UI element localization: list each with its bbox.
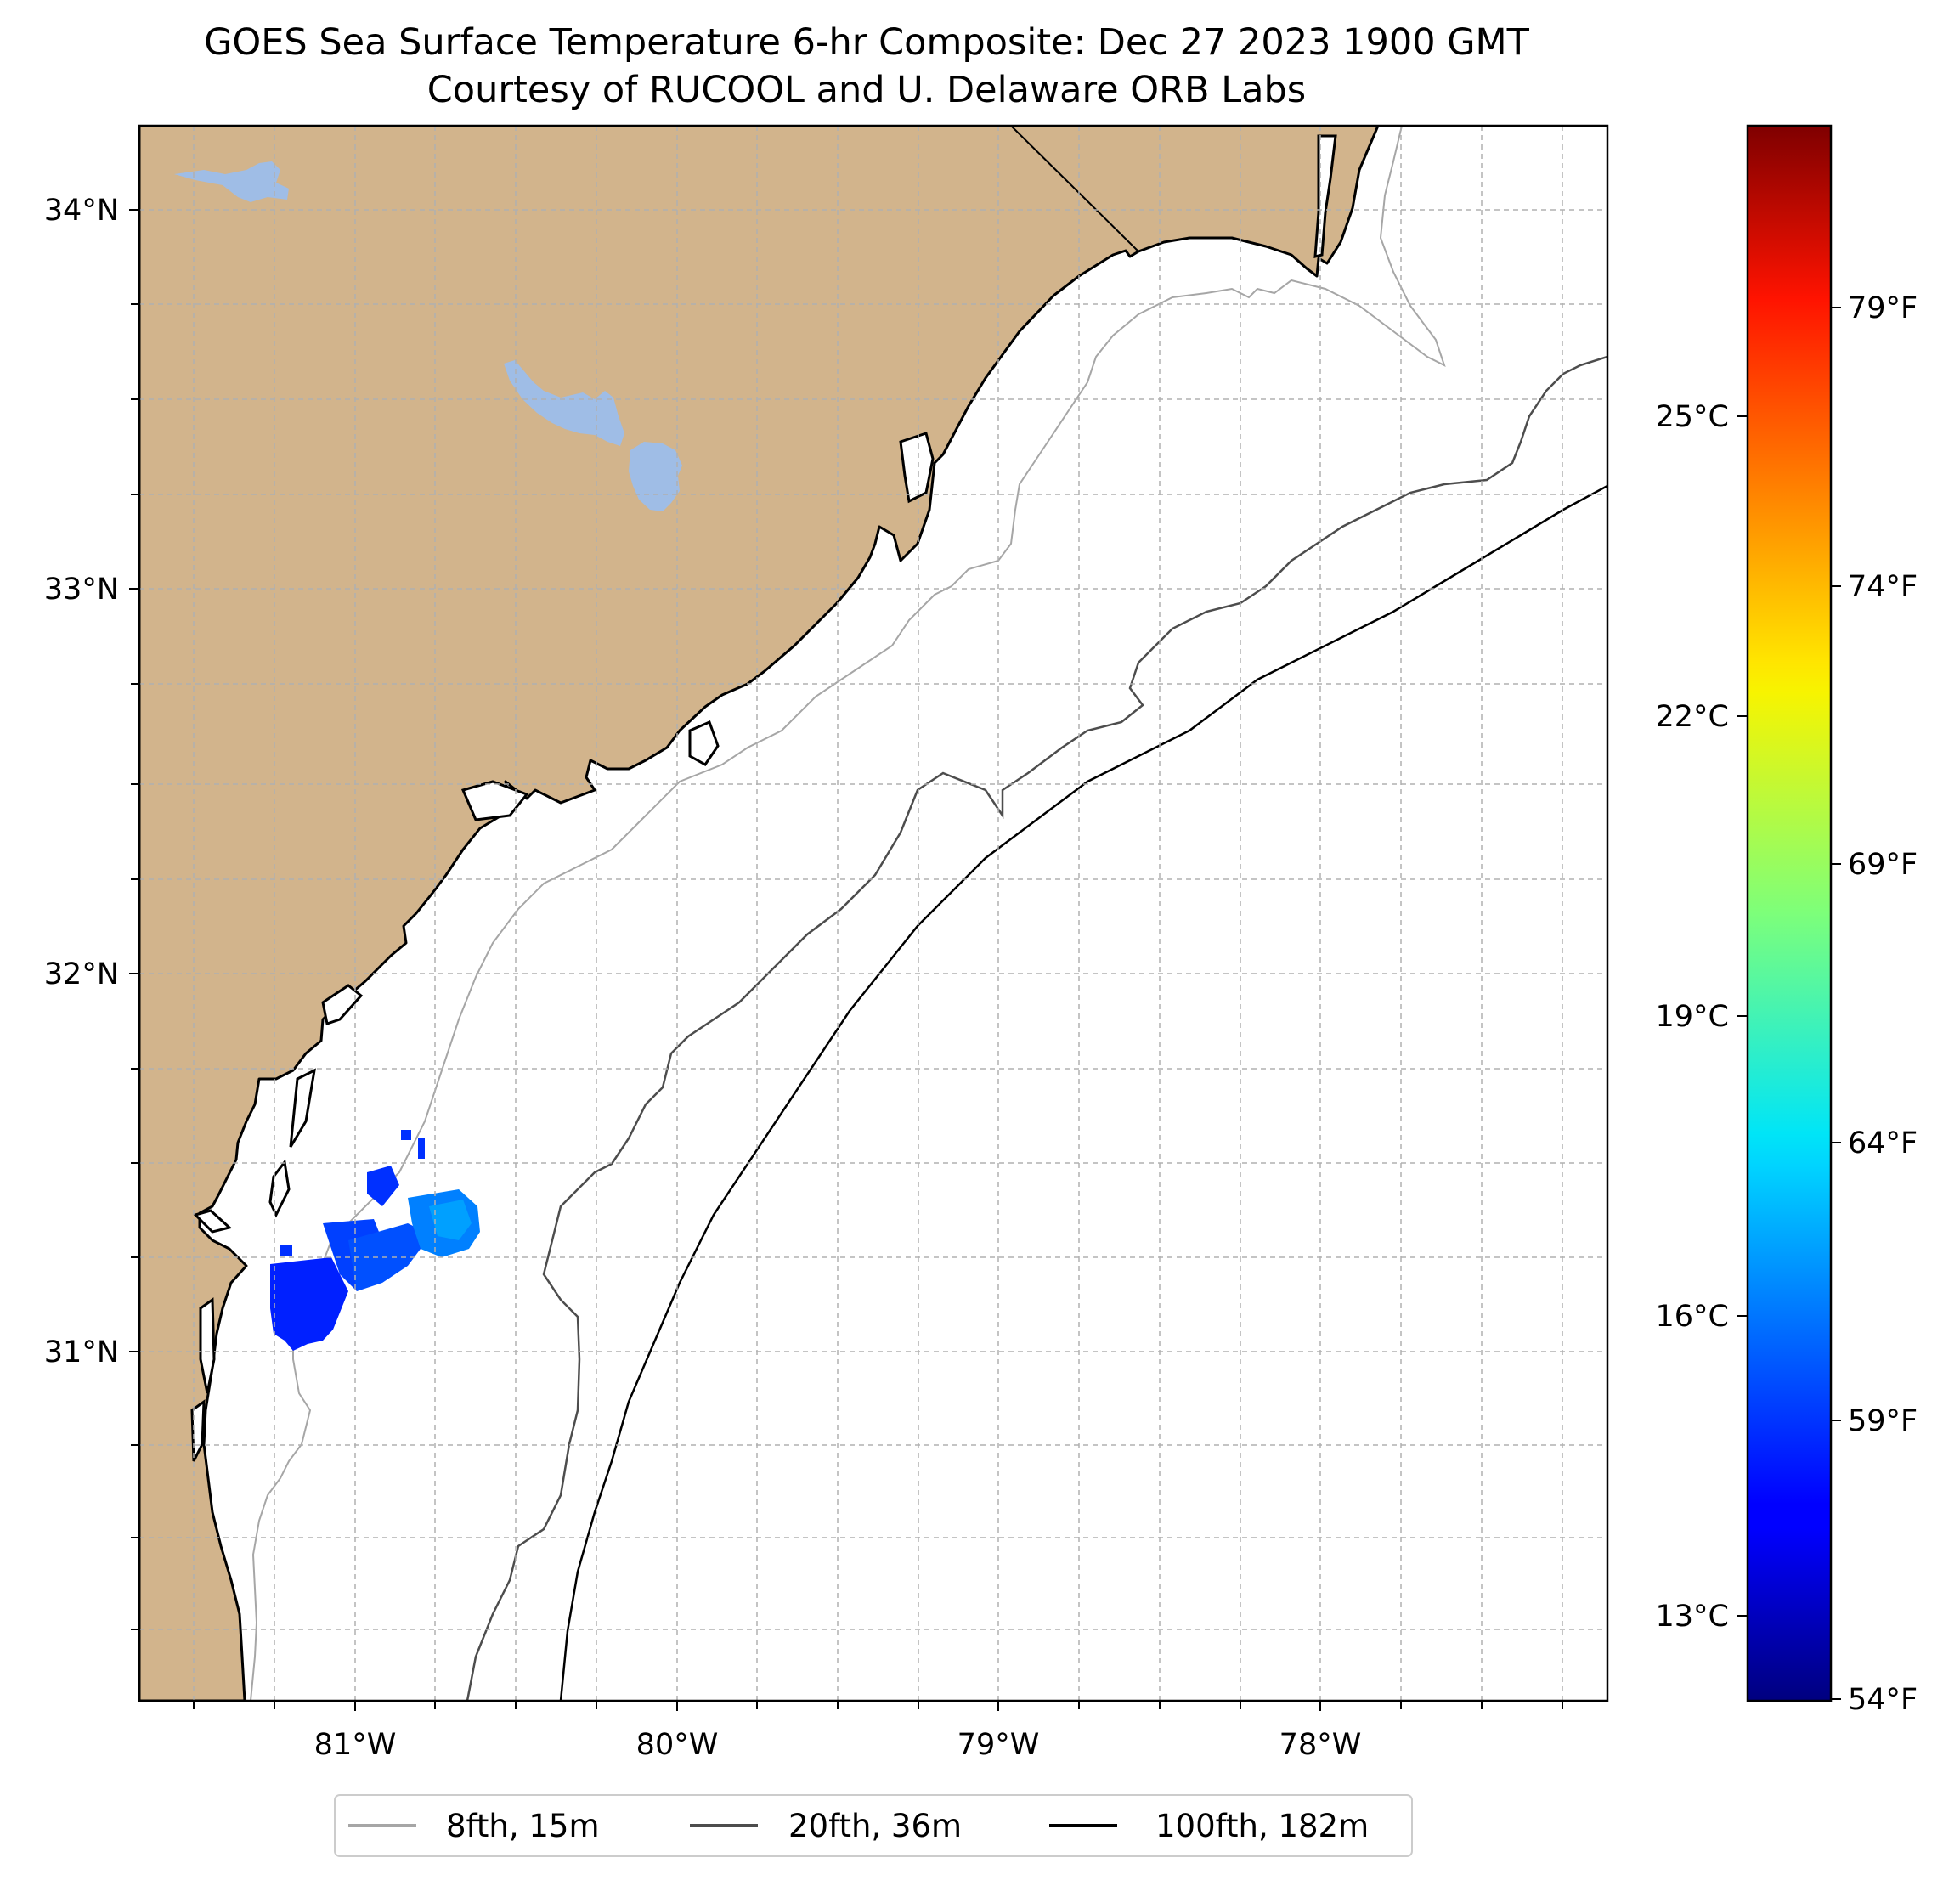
celsius-label-13: 13°C [1656, 1600, 1729, 1634]
fahrenheit-label-54: 54°F [1848, 1683, 1918, 1717]
legend: 8fth, 15m 20fth, 36m 100fth, 182m [334, 1794, 1413, 1857]
fahrenheit-label-69: 69°F [1848, 848, 1918, 882]
legend-box [334, 1794, 1413, 1857]
lon-label-79w: 79°W [957, 1728, 1040, 1762]
tick-marks [129, 209, 1563, 1711]
map-frame [138, 124, 1609, 1702]
celsius-label-22: 22°C [1656, 700, 1729, 734]
map-area [139, 126, 1607, 1701]
title-line-1: GOES Sea Surface Temperature 6-hr Compos… [204, 21, 1530, 64]
lon-label-80w: 80°W [636, 1728, 719, 1762]
colorbar [1746, 124, 1833, 1702]
isobath-20fth [466, 355, 1607, 1701]
colorbar-fahrenheit-labels: 79°F 74°F 69°F 64°F 59°F 54°F [1848, 291, 1918, 1717]
fahrenheit-label-74: 74°F [1848, 570, 1918, 604]
fahrenheit-label-79: 79°F [1848, 291, 1918, 325]
legend-label-20fth: 20fth, 36m [788, 1808, 962, 1844]
legend-label-8fth: 8fth, 15m [446, 1808, 600, 1844]
celsius-label-25: 25°C [1656, 400, 1729, 434]
lat-label-32n: 32°N [44, 957, 119, 991]
fahrenheit-label-59: 59°F [1848, 1404, 1918, 1438]
lon-label-78w: 78°W [1279, 1728, 1362, 1762]
lat-label-31n: 31°N [44, 1335, 119, 1369]
lat-labels: 34°N 33°N 32°N 31°N [44, 194, 119, 1369]
land [139, 126, 1380, 1701]
legend-label-100fth: 100fth, 182m [1155, 1808, 1369, 1844]
colorbar-celsius-ticks [1737, 415, 1748, 1617]
lakes [174, 161, 682, 511]
title-line-2: Courtesy of RUCOOL and U. Delaware ORB L… [427, 69, 1306, 111]
celsius-label-19: 19°C [1656, 1000, 1729, 1034]
grid-lines [139, 126, 1607, 1701]
lat-label-33n: 33°N [44, 573, 119, 607]
lon-labels: 81°W 80°W 79°W 78°W [314, 1728, 1362, 1762]
isobath-100fth [559, 484, 1607, 1701]
colorbar-celsius-labels: 25°C 22°C 19°C 16°C 13°C [1656, 400, 1729, 1634]
colorbar-fahrenheit-ticks [1831, 307, 1841, 1700]
lon-label-81w: 81°W [314, 1728, 397, 1762]
isobath-8fth [250, 126, 1446, 1701]
estuaries [190, 134, 1337, 1462]
state-border [1010, 126, 1139, 252]
celsius-label-16: 16°C [1656, 1300, 1729, 1334]
fahrenheit-label-64: 64°F [1848, 1126, 1918, 1160]
lat-label-34n: 34°N [44, 194, 119, 228]
